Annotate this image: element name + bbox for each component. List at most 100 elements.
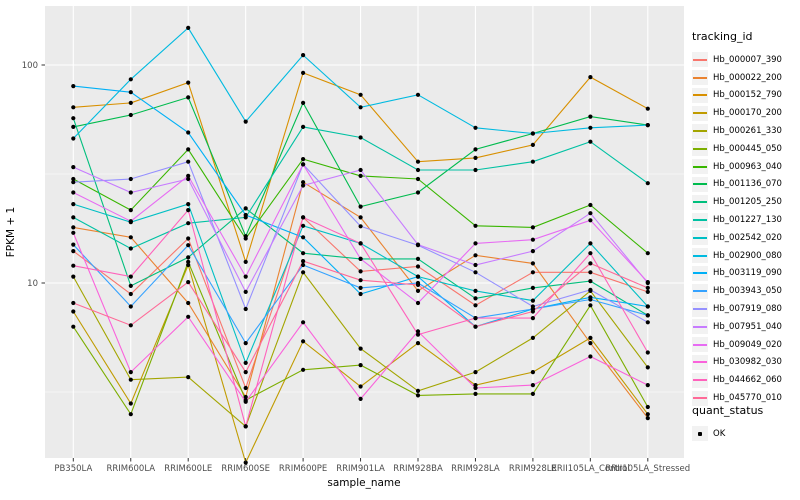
- data-point: [128, 246, 133, 251]
- data-point: [128, 377, 133, 382]
- data-point: [645, 350, 650, 355]
- legend-item: Hb_030982_030: [690, 354, 800, 372]
- data-point: [128, 283, 133, 288]
- legend-item: Hb_002900_080: [690, 247, 800, 265]
- data-point: [358, 346, 363, 351]
- data-point: [301, 162, 306, 167]
- data-point: [588, 241, 593, 246]
- data-point: [71, 300, 76, 306]
- data-point: [473, 270, 478, 275]
- data-point: [530, 285, 536, 290]
- legend-item-label: Hb_000963_040: [713, 161, 782, 172]
- legend-item-label: Hb_002542_020: [713, 232, 782, 243]
- data-point: [243, 274, 248, 279]
- data-point: [243, 360, 248, 365]
- x-axis-title: sample_name: [327, 477, 400, 489]
- data-point: [71, 176, 76, 182]
- data-point: [415, 329, 421, 334]
- data-point: [186, 300, 191, 306]
- data-point: [645, 320, 650, 325]
- data-point: [645, 365, 650, 370]
- data-point: [358, 173, 363, 178]
- legend-item: Hb_009049_020: [690, 336, 800, 354]
- data-point: [588, 75, 593, 80]
- data-point: [128, 190, 133, 195]
- data-point: [301, 53, 306, 58]
- data-point: [301, 251, 306, 256]
- data-point: [243, 234, 248, 239]
- line-key-icon: [692, 337, 708, 353]
- y-axis-title: FPKM + 1: [5, 207, 17, 257]
- data-point: [71, 230, 76, 235]
- data-point: [128, 219, 133, 224]
- data-point: [71, 190, 76, 195]
- legend-item-label: Hb_007951_040: [713, 321, 782, 332]
- data-point: [415, 393, 421, 398]
- data-point: [358, 285, 363, 290]
- data-point: [186, 280, 191, 285]
- legend-item-label: Hb_000007_390: [713, 54, 782, 65]
- data-point: [530, 309, 536, 314]
- y-tick-label: 10: [27, 279, 38, 289]
- data-point: [301, 339, 306, 344]
- data-point: [186, 173, 191, 178]
- data-point: [473, 125, 478, 130]
- data-point: [645, 251, 650, 256]
- data-point: [588, 279, 593, 284]
- data-point: [530, 298, 536, 303]
- data-point: [473, 155, 478, 160]
- data-point: [71, 116, 76, 121]
- data-point: [186, 176, 191, 182]
- legend-item-label: Hb_030982_030: [713, 357, 782, 368]
- data-point: [473, 385, 478, 391]
- data-point: [588, 354, 593, 359]
- data-point: [301, 262, 306, 268]
- data-point: [186, 243, 191, 248]
- legend-item: Hb_044662_060: [690, 371, 800, 389]
- legend-item: Hb_003119_090: [690, 265, 800, 283]
- data-point: [71, 309, 76, 314]
- data-point: [645, 412, 650, 417]
- data-point: [588, 211, 593, 216]
- data-point: [358, 363, 363, 368]
- shape-legend-item: OK: [690, 425, 800, 443]
- data-point: [588, 114, 593, 119]
- line-key-icon: [692, 301, 708, 317]
- data-point: [358, 256, 363, 261]
- data-point: [588, 341, 593, 346]
- data-point: [71, 84, 76, 89]
- data-point: [301, 320, 306, 325]
- data-point: [358, 384, 363, 389]
- data-point: [301, 223, 306, 228]
- data-point: [243, 399, 248, 404]
- line-key-icon: [692, 159, 708, 175]
- data-point: [358, 269, 363, 274]
- data-point: [415, 300, 421, 306]
- legend-item-label: Hb_009049_020: [713, 339, 782, 350]
- data-point: [358, 291, 363, 297]
- data-point: [473, 303, 478, 308]
- line-key-icon: [692, 354, 708, 370]
- legend-item: Hb_001205_250: [690, 193, 800, 211]
- data-point: [645, 285, 650, 290]
- data-point: [243, 206, 248, 211]
- x-tick-label: RRIM928LA: [451, 464, 500, 474]
- data-point: [473, 262, 478, 268]
- legend-item: Hb_000963_040: [690, 158, 800, 176]
- color-legend: tracking_id Hb_000007_390 Hb_000022_200 Hb…: [690, 30, 800, 407]
- line-key-icon: [692, 390, 708, 406]
- data-point: [186, 202, 191, 207]
- data-point: [128, 208, 133, 213]
- data-point: [473, 241, 478, 246]
- data-point: [186, 159, 191, 164]
- data-point: [530, 383, 536, 388]
- data-point: [71, 215, 76, 220]
- data-point: [243, 119, 248, 124]
- legend-item: Hb_045770_010: [690, 389, 800, 407]
- data-point: [530, 225, 536, 230]
- data-point: [588, 303, 593, 308]
- line-key-icon: [692, 123, 708, 139]
- data-point: [530, 237, 536, 242]
- data-point: [645, 404, 650, 410]
- data-point: [473, 147, 478, 152]
